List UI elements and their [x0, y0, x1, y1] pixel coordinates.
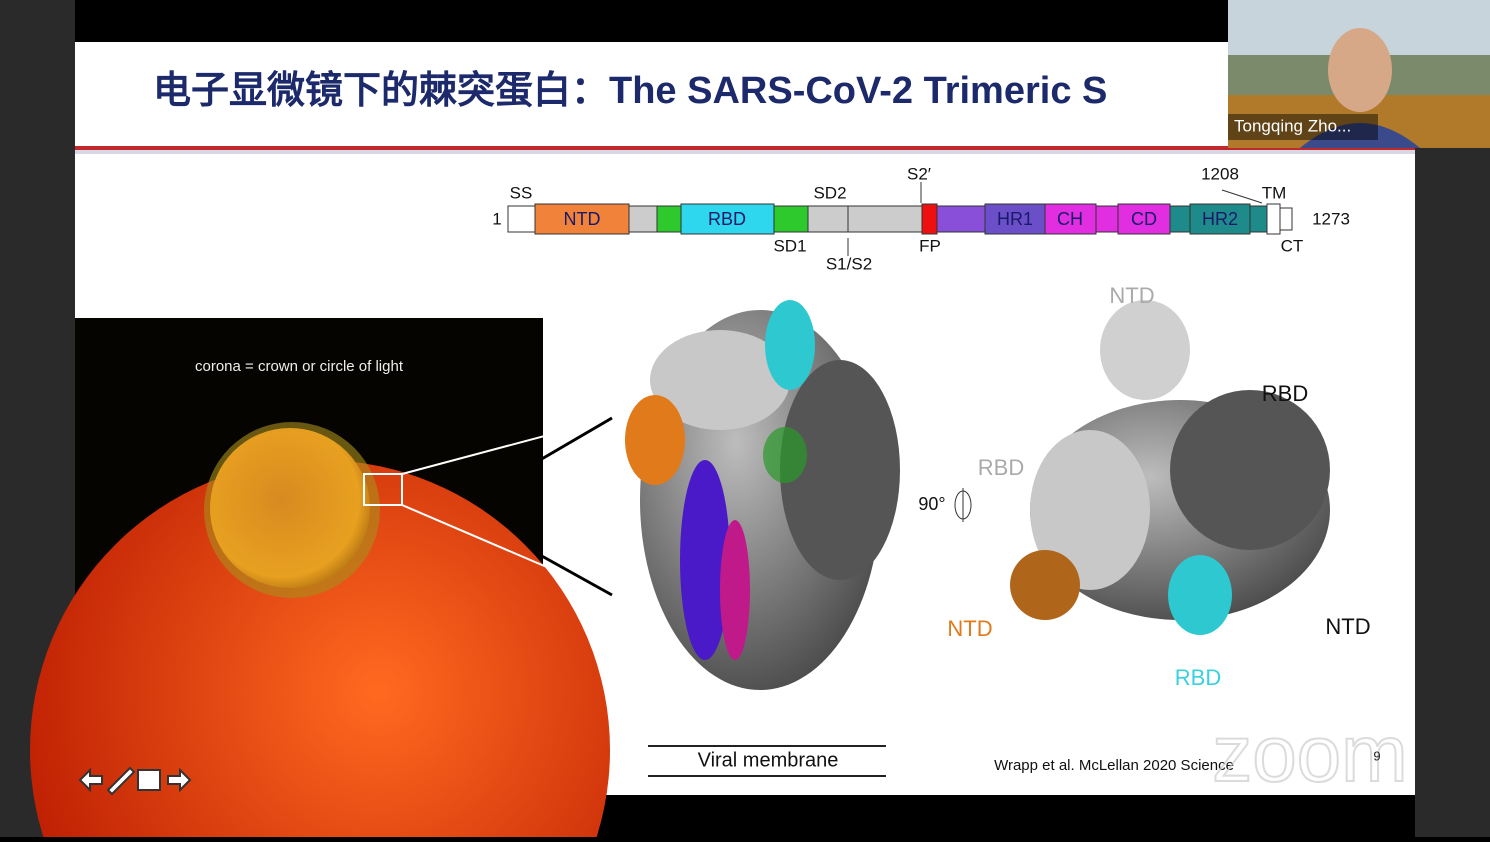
citation: Wrapp et al. McLellan 2020 Science	[994, 757, 1234, 774]
title-rule-shadow	[75, 150, 1415, 154]
rotation-icon	[954, 488, 972, 522]
domain-label: RBD	[708, 209, 746, 229]
menu-button[interactable]	[137, 769, 161, 791]
structure-label: RBD	[1262, 381, 1308, 406]
domain-label: HR2	[1202, 209, 1238, 229]
annotation: FP	[919, 236, 941, 255]
participant-video[interactable]: Tongqing Zho...	[1228, 0, 1490, 148]
annotation: S2′	[907, 164, 931, 183]
annotation: SD1	[773, 236, 806, 255]
participant-name: Tongqing Zho...	[1234, 116, 1351, 135]
domain-label: HR1	[997, 209, 1033, 229]
pen-button[interactable]	[106, 766, 136, 796]
annotation: SS	[510, 183, 533, 202]
annotation: SD2	[813, 183, 846, 202]
domain-map	[507, 182, 1293, 256]
structure-label: RBD	[978, 455, 1024, 480]
side-view-structure	[625, 300, 900, 690]
structure-label: NTD	[947, 616, 992, 641]
page-number: 9	[1373, 748, 1380, 763]
structure-label: 90°	[918, 494, 945, 514]
prev-button[interactable]	[78, 767, 103, 793]
zoom-watermark: zoom	[1212, 709, 1408, 798]
title-rule	[75, 146, 1415, 150]
end-residue: 1273	[1312, 209, 1350, 228]
slide-title: 电子显微镜下的棘突蛋白：The SARS-CoV-2 Trimeric S	[153, 70, 1107, 112]
start-residue: 1	[492, 209, 501, 228]
domain-label: CD	[1131, 209, 1157, 229]
micrograph	[30, 318, 613, 842]
next-button[interactable]	[167, 767, 192, 793]
annotation: S1/S2	[826, 254, 872, 273]
membrane-label: Viral membrane	[698, 749, 839, 771]
structure-label: RBD	[1175, 665, 1221, 690]
annotation: CT	[1281, 236, 1304, 255]
structure-label: NTD	[1325, 614, 1370, 639]
annotation: 1208	[1201, 164, 1239, 183]
domain-label: NTD	[564, 209, 601, 229]
micrograph-caption: corona = crown or circle of light	[195, 358, 404, 375]
annotation: TM	[1262, 183, 1287, 202]
top-view-structure	[1010, 300, 1330, 635]
structure-label: NTD	[1109, 283, 1154, 308]
side-strip	[1415, 148, 1490, 837]
domain-label: CH	[1057, 209, 1083, 229]
slideshow-controls[interactable]	[78, 766, 192, 796]
